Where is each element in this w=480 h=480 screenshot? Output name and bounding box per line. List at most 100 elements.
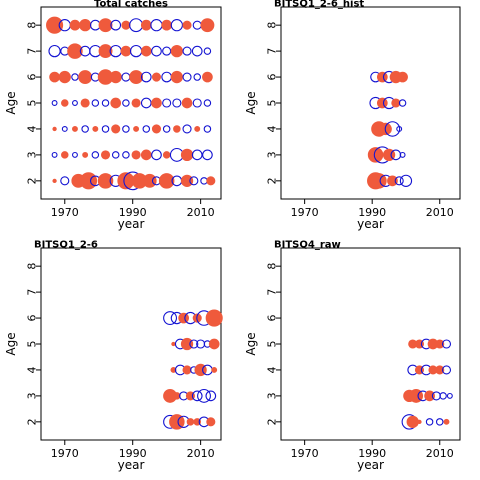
- residual-bubble-negative: [122, 99, 130, 107]
- y-tick-label: 6: [26, 74, 39, 81]
- y-tick-label: 5: [266, 100, 279, 107]
- residual-bubble-positive: [162, 151, 171, 159]
- residual-bubble-positive: [211, 366, 218, 373]
- residual-bubble-positive: [151, 97, 162, 109]
- residual-bubble-negative: [51, 100, 58, 106]
- residual-bubble-positive: [435, 365, 445, 375]
- y-axis-title: Age: [4, 332, 18, 355]
- residual-bubble-negative: [142, 125, 151, 133]
- residual-bubble-positive: [180, 148, 194, 162]
- residual-bubble-positive: [140, 149, 152, 161]
- residual-bubble-positive: [180, 337, 194, 351]
- residual-bubble-negative: [72, 100, 78, 106]
- y-axis-title: Age: [244, 332, 258, 355]
- residual-bubble-positive: [100, 150, 111, 160]
- residual-bubble-negative: [202, 149, 213, 161]
- x-axis-title: year: [118, 217, 145, 231]
- residual-bubble-negative: [150, 19, 163, 32]
- residual-bubble-negative: [72, 151, 78, 158]
- residual-bubble-negative: [200, 177, 208, 185]
- y-tick-label: 2: [26, 418, 39, 425]
- residual-bubble-positive: [178, 312, 189, 324]
- y-tick-label: 8: [26, 22, 39, 29]
- residual-bubble-negative: [162, 125, 171, 133]
- residual-bubble-negative: [446, 392, 453, 399]
- residual-bubble-positive: [82, 151, 89, 158]
- residual-bubble-negative: [197, 388, 211, 403]
- residual-bubble-negative: [441, 365, 452, 375]
- y-tick-label: 8: [266, 263, 279, 270]
- residual-bubble-negative: [182, 72, 192, 82]
- residual-bubble-negative: [172, 98, 182, 108]
- residual-bubble-negative: [122, 125, 130, 133]
- residual-bubble-negative: [129, 18, 144, 33]
- residual-bubble-negative: [435, 418, 444, 426]
- residual-bubble-negative: [384, 121, 401, 137]
- y-tick-label: 4: [266, 125, 279, 132]
- residual-bubble-positive: [387, 175, 398, 187]
- x-tick-label: 1970: [51, 447, 79, 460]
- y-tick-label: 3: [26, 392, 39, 399]
- residual-bubble-positive: [367, 147, 384, 163]
- residual-bubble-positive: [52, 126, 57, 132]
- residual-bubble-negative: [441, 339, 452, 349]
- y-tick-label: 7: [26, 48, 39, 55]
- residual-bubble-negative: [122, 151, 130, 159]
- y-tick-label: 5: [26, 100, 39, 107]
- residual-bubble-positive: [435, 339, 445, 349]
- residual-bubble-positive: [120, 45, 132, 57]
- x-tick-label: 1970: [291, 447, 319, 460]
- y-tick-label: 6: [26, 315, 39, 322]
- y-tick-label: 4: [26, 125, 39, 132]
- y-tick-label: 8: [26, 263, 39, 270]
- residual-bubble-positive: [110, 97, 122, 109]
- y-tick-label: 5: [266, 341, 279, 348]
- residual-bubble-positive: [161, 19, 173, 31]
- residual-bubble-negative: [399, 174, 413, 187]
- panel-1: Total catches 1970 1990 2010 year 2 3 4 5 6 7 8 Age: [4, 0, 222, 231]
- residual-bubble-negative: [191, 149, 203, 161]
- y-tick-label: 2: [266, 177, 279, 184]
- residual-bubble-negative: [101, 125, 110, 133]
- x-tick-label: 2010: [426, 206, 454, 219]
- residual-bubble-positive: [111, 124, 121, 134]
- panel-title: Total catches: [94, 0, 168, 10]
- residual-bubble-positive: [202, 71, 213, 83]
- residual-bubble-positive: [208, 338, 220, 350]
- residual-bubble-positive: [173, 392, 181, 400]
- y-tick-label: 2: [266, 418, 279, 425]
- residual-bubble-positive: [52, 178, 57, 183]
- residual-bubble-negative: [162, 98, 172, 108]
- residual-bubble-positive: [109, 70, 122, 84]
- residual-bubble-positive: [79, 172, 98, 190]
- residual-bubble-positive: [142, 173, 157, 188]
- y-tick-label: 3: [26, 151, 39, 158]
- y-tick-label: 7: [26, 289, 39, 296]
- residual-bubble-positive: [61, 151, 69, 159]
- residual-bubble-positive: [376, 97, 388, 109]
- residual-bubble-negative: [60, 176, 70, 186]
- residual-bubble-negative: [51, 151, 58, 158]
- panel-2: BITSQ1_2-6_hist 1970 1990 2010 year 2 3 4 5 6 7 8 Ag…: [244, 0, 461, 231]
- y-tick-label: 6: [266, 315, 279, 322]
- panel-title: BITSQ4_raw: [274, 240, 341, 251]
- residual-bubble-positive: [69, 19, 81, 31]
- residual-bubble-negative: [189, 176, 199, 186]
- y-tick-label: 5: [26, 341, 39, 348]
- residual-bubble-positive: [173, 125, 181, 133]
- residual-bubble-positive: [376, 71, 388, 83]
- residual-bubble-positive: [371, 173, 387, 189]
- x-tick-label: 1990: [119, 206, 147, 219]
- residual-bubble-positive: [391, 98, 401, 108]
- x-tick-label: 2010: [187, 447, 215, 460]
- residual-bubble-negative: [193, 73, 201, 81]
- residual-bubble-positive: [151, 72, 162, 82]
- residual-bubble-negative: [205, 390, 217, 402]
- residual-bubble-negative: [398, 99, 407, 107]
- residual-bubble-negative: [81, 125, 89, 133]
- residual-bubble-positive: [49, 71, 60, 83]
- residual-bubble-negative: [151, 149, 162, 161]
- residual-bubble-positive: [131, 150, 141, 160]
- residual-bubble-positive: [186, 418, 195, 426]
- y-axis-title: Age: [244, 91, 258, 114]
